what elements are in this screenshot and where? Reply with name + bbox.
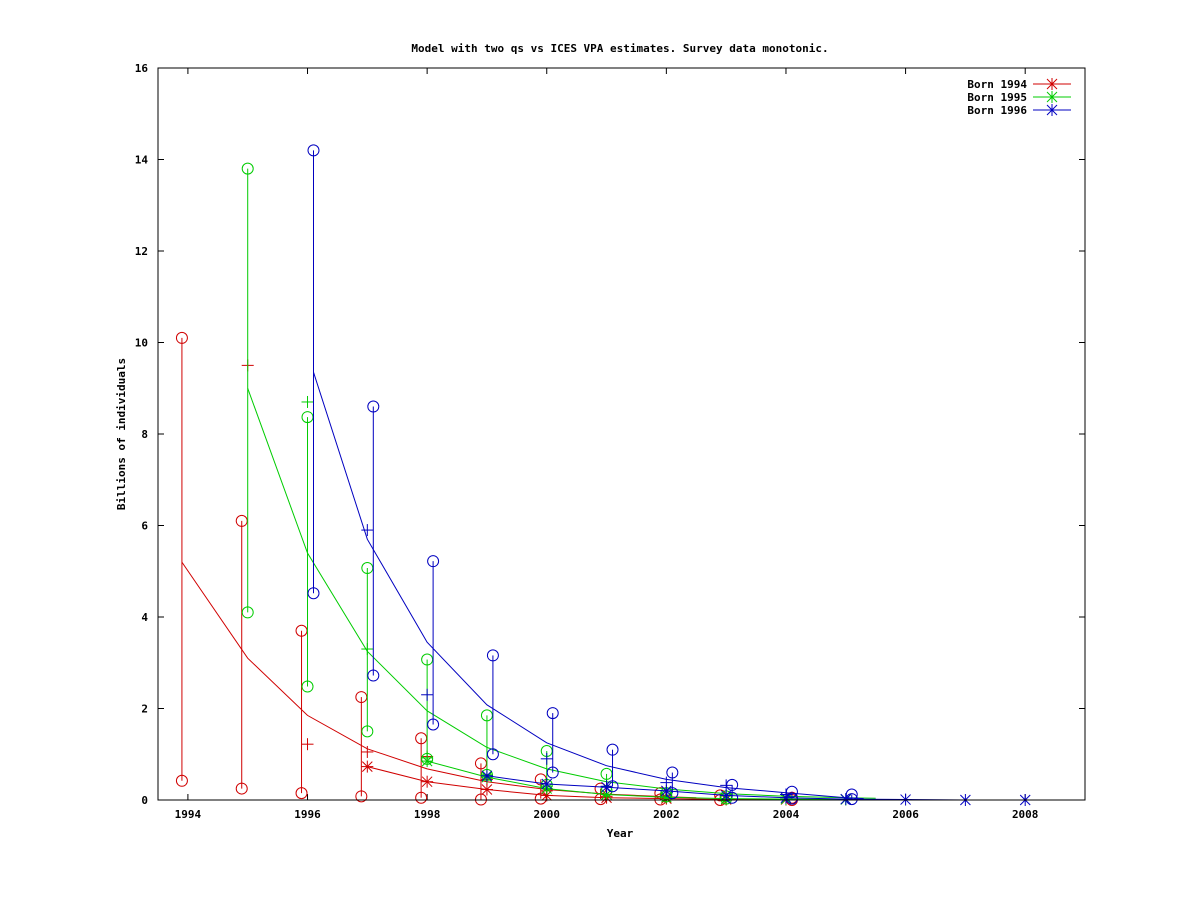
series-2-vpa-point bbox=[839, 793, 852, 806]
x-axis-label: Year bbox=[607, 827, 634, 840]
y-tick-label: 2 bbox=[141, 703, 148, 716]
x-tick-label: 1994 bbox=[175, 808, 202, 821]
plot-frame bbox=[157, 67, 1086, 801]
series-2-plus-point bbox=[361, 524, 374, 537]
series-2-vpa-point-d2 bbox=[541, 778, 553, 790]
series-0-survey-low-point bbox=[295, 787, 308, 800]
x-tick-label: 1996 bbox=[294, 808, 321, 821]
series-0-vpa-point-d2 bbox=[421, 776, 433, 788]
series-0-vpa-point bbox=[361, 760, 374, 773]
series-2-survey-low-point bbox=[486, 748, 499, 761]
series-2-survey-high-point bbox=[307, 144, 320, 157]
y-tick-label: 6 bbox=[141, 520, 148, 533]
y-axis-label: Billions of individuals bbox=[115, 358, 128, 510]
legend-marker-d2 bbox=[1046, 91, 1058, 103]
legend-marker-d2 bbox=[1046, 78, 1058, 90]
series-2-vpa-point-d2 bbox=[720, 790, 732, 801]
series-2-survey-low-point bbox=[546, 766, 559, 779]
series-1-vpa-point-d2 bbox=[421, 755, 433, 767]
series-1-vpa-point bbox=[421, 755, 434, 768]
series-2-vpa-point bbox=[660, 784, 673, 797]
series-2-survey-low-point bbox=[427, 718, 440, 731]
legend-label: Born 1996 bbox=[967, 104, 1027, 117]
series-2-vpa-point bbox=[540, 777, 553, 790]
y-tick-label: 12 bbox=[135, 245, 148, 258]
series-1-plus-point bbox=[301, 395, 314, 408]
series-0-vpa-point-d2 bbox=[361, 761, 373, 772]
series-2-vpa-point-d2 bbox=[601, 781, 612, 793]
series-2-survey-high-point bbox=[486, 649, 499, 662]
series-2-vpa-point-d2 bbox=[481, 770, 493, 782]
series-1-survey-low-point bbox=[361, 725, 374, 738]
x-tick-label: 2002 bbox=[653, 808, 680, 821]
series-2-vpa-point bbox=[480, 769, 493, 782]
x-tick-label: 2004 bbox=[773, 808, 800, 821]
series-1-survey-high-point bbox=[241, 162, 254, 175]
series-0-survey-low-point bbox=[355, 790, 368, 803]
legend-marker-d2 bbox=[1046, 104, 1058, 116]
series-2-survey-low-point bbox=[307, 587, 320, 600]
series-0-vpa-point-d2 bbox=[481, 784, 493, 795]
series-0-vpa-point bbox=[480, 783, 493, 796]
series-2-vpa-point-d2 bbox=[840, 793, 852, 805]
series-2-survey-high-point bbox=[666, 766, 679, 779]
legend-marker bbox=[1046, 78, 1058, 90]
y-tick-label: 4 bbox=[141, 611, 148, 624]
series-1-vpa-line bbox=[426, 760, 846, 800]
series-2-survey-high-point bbox=[427, 555, 440, 568]
chart-title: Model with two qs vs ICES VPA estimates.… bbox=[411, 42, 828, 55]
series-0-plus-point bbox=[301, 738, 314, 751]
legend-marker bbox=[1046, 91, 1058, 103]
x-tick-label: 2008 bbox=[1012, 808, 1039, 821]
y-tick-label: 16 bbox=[135, 62, 149, 75]
legend-marker bbox=[1046, 104, 1058, 116]
series-2-plus-point bbox=[540, 752, 553, 765]
series-2-survey-high-point bbox=[606, 743, 619, 756]
series-2-model-curve bbox=[313, 372, 864, 800]
series-0-plus-point bbox=[361, 745, 374, 758]
series-1-survey-low-point bbox=[301, 680, 314, 693]
series-0-survey-low-point bbox=[235, 782, 248, 795]
legend-label: Born 1995 bbox=[967, 91, 1027, 104]
series-1-plus-point bbox=[361, 643, 374, 656]
series-0-vpa-point bbox=[421, 775, 434, 788]
y-tick-label: 8 bbox=[141, 428, 148, 441]
series-2-plus-point bbox=[421, 688, 434, 701]
series-1-survey-low-point bbox=[241, 606, 254, 619]
y-tick-label: 0 bbox=[141, 794, 148, 807]
series-2-vpa-point bbox=[720, 789, 733, 802]
y-tick-label: 10 bbox=[135, 337, 148, 350]
plot-area: 1994 1996 1998 2000 2002 2004 2006 2008 0 2 4 6 8 10 1… bbox=[135, 62, 1085, 821]
x-tick-label: 1998 bbox=[414, 808, 441, 821]
y-tick-label: 14 bbox=[135, 154, 149, 167]
series-0-survey-high-point bbox=[175, 331, 188, 344]
series-2-survey-low-point bbox=[367, 669, 380, 682]
series-2-vpa-point-d2 bbox=[661, 785, 672, 797]
series-2-survey-high-point bbox=[367, 400, 380, 413]
series-2-vpa-point-d2 bbox=[780, 792, 792, 804]
series-2-survey-high-point bbox=[546, 707, 559, 720]
series-2-plus-point bbox=[720, 779, 733, 792]
series-0-survey-low-point bbox=[415, 791, 428, 804]
x-tick-label: 2006 bbox=[892, 808, 919, 821]
x-tick-label: 2000 bbox=[533, 808, 560, 821]
series-2-vpa-point bbox=[779, 791, 792, 804]
series-0-survey-low-point bbox=[175, 774, 188, 787]
series-1-model-curve bbox=[247, 388, 876, 799]
series-2-vpa-point bbox=[600, 781, 613, 794]
legend-label: Born 1994 bbox=[967, 78, 1027, 91]
